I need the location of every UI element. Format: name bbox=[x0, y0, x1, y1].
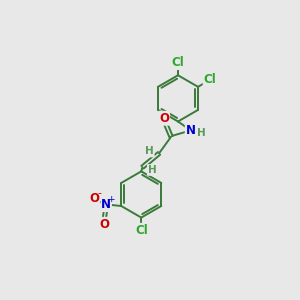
Text: H: H bbox=[197, 128, 206, 138]
Text: H: H bbox=[145, 146, 154, 157]
Text: Cl: Cl bbox=[204, 74, 216, 86]
Text: Cl: Cl bbox=[172, 56, 184, 69]
Text: H: H bbox=[148, 165, 157, 175]
Text: N: N bbox=[101, 198, 111, 212]
Text: -: - bbox=[97, 188, 101, 198]
Text: +: + bbox=[107, 195, 115, 204]
Text: O: O bbox=[89, 192, 99, 205]
Text: Cl: Cl bbox=[135, 224, 148, 237]
Text: N: N bbox=[186, 124, 196, 137]
Text: O: O bbox=[99, 218, 110, 230]
Text: O: O bbox=[159, 112, 169, 125]
